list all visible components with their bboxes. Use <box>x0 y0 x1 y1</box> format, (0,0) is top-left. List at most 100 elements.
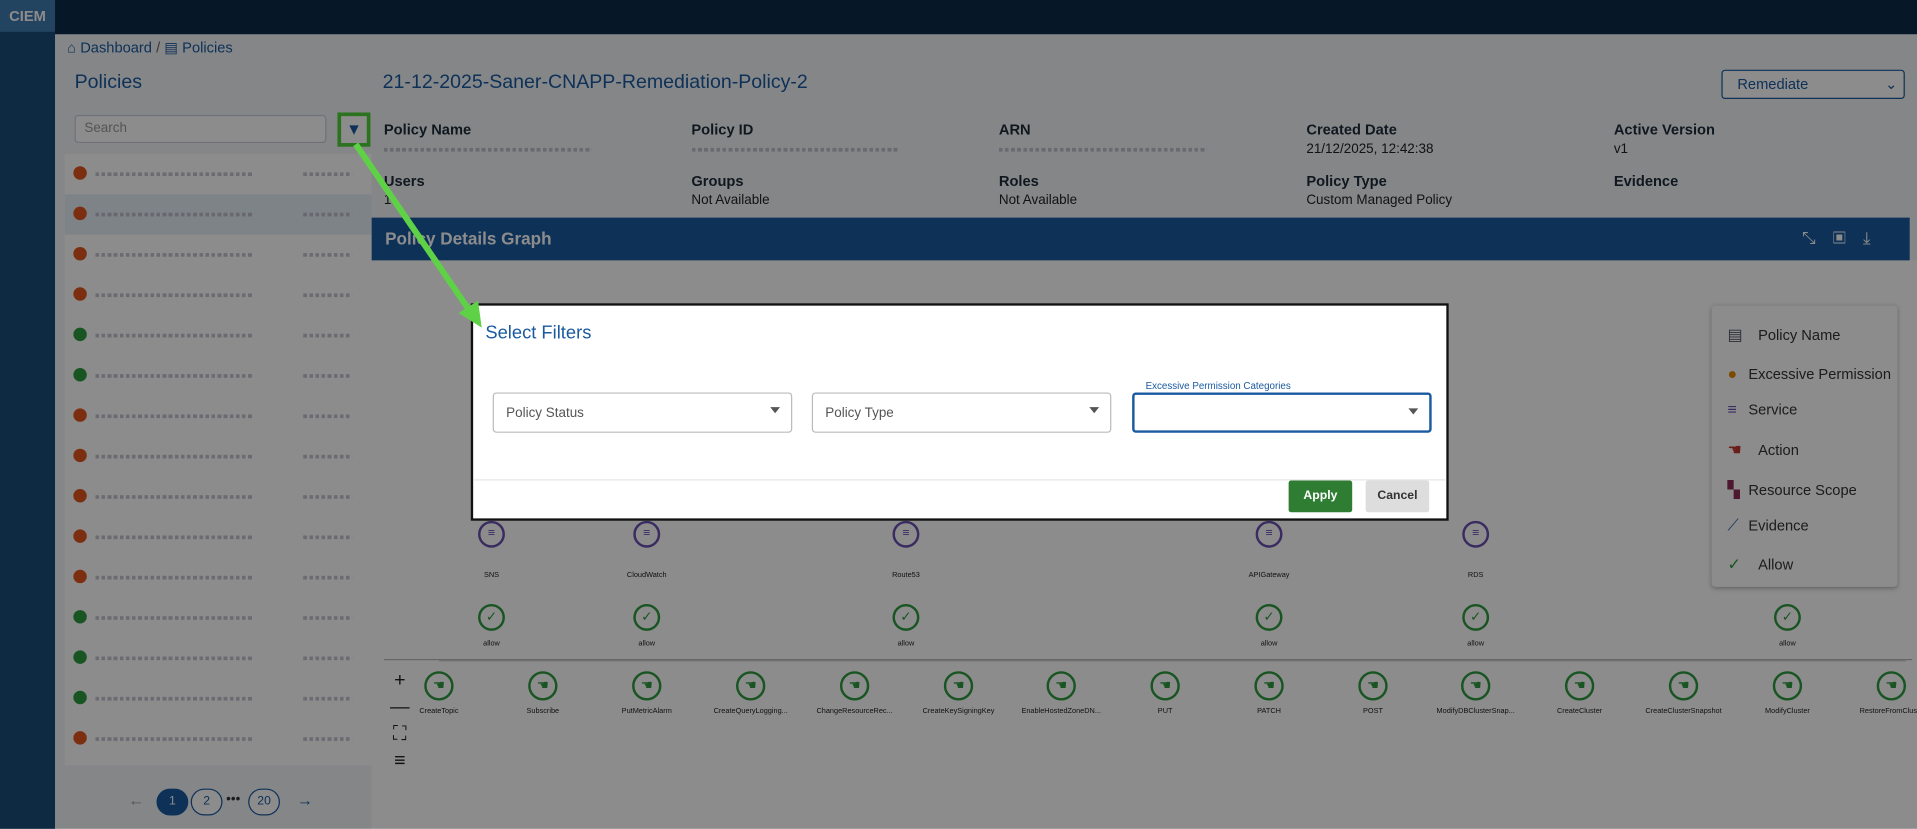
policy-row[interactable] <box>65 517 372 557</box>
pagination: ← 1 2 20 ••• → <box>122 787 330 816</box>
action-node: ☚ <box>839 671 870 701</box>
blurred-text <box>303 696 353 701</box>
policy-row[interactable] <box>65 396 372 436</box>
divider <box>473 479 1447 481</box>
service-label: SNS <box>483 572 500 580</box>
allow-label: allow <box>1779 640 1796 648</box>
action-select[interactable]: Remediate ⌄ <box>1721 69 1905 100</box>
service-label: Route53 <box>892 572 920 580</box>
filter-select[interactable] <box>1132 392 1432 433</box>
crumb[interactable]: Policies <box>182 39 233 57</box>
blurred-text <box>303 414 353 419</box>
apply-button[interactable]: Apply <box>1288 480 1353 513</box>
filter-select[interactable]: Policy Status <box>492 392 793 433</box>
graph-tools[interactable]: ⤡▣⤓ <box>1802 227 1888 247</box>
status-icon <box>73 206 87 221</box>
status-icon <box>73 166 87 180</box>
policy-row[interactable] <box>64 194 372 235</box>
blurred-text <box>95 253 255 257</box>
next[interactable]: → <box>297 791 313 810</box>
legend-label: Excessive Permission <box>1748 365 1891 383</box>
blurred-text <box>303 656 353 661</box>
action-node: ☚ <box>736 671 766 701</box>
legend-icon: ▚ <box>1727 480 1740 499</box>
legend-icon: ⟋ <box>1727 515 1739 535</box>
allow-label: allow <box>1260 640 1278 648</box>
legend-icon: ✓ <box>1727 555 1741 574</box>
crumb[interactable]: Dashboard <box>80 39 152 57</box>
dropdown-caret <box>1408 408 1419 415</box>
service-node: ≡ <box>1255 520 1283 548</box>
blurred-text <box>303 616 353 620</box>
search-input[interactable]: Search <box>74 114 327 144</box>
detail-label: Active Version <box>1613 121 1715 139</box>
allow-node: ✓ <box>1462 603 1490 631</box>
page-button[interactable]: 2 <box>190 788 223 816</box>
policy-row[interactable] <box>65 356 372 396</box>
policy-row[interactable] <box>65 154 372 194</box>
legend-icon: ▤ <box>1727 325 1743 344</box>
allow-label: allow <box>638 640 656 648</box>
allow-label: allow <box>1467 640 1485 648</box>
action-label: ModifyCluster <box>1765 707 1810 716</box>
policy-title: 21-12-2025-Saner-CNAPP-Remediation-Polic… <box>382 72 808 93</box>
cancel-button[interactable]: Cancel <box>1365 480 1430 513</box>
policy-row[interactable] <box>65 598 372 638</box>
action-node: ☚ <box>1772 671 1803 701</box>
policy-row[interactable] <box>65 719 372 759</box>
detail-label: ARN <box>998 121 1031 139</box>
legend-label: Evidence <box>1748 517 1809 535</box>
action-node: ☚ <box>424 671 454 701</box>
status-icon <box>73 368 87 382</box>
policy-row[interactable] <box>65 275 372 315</box>
zoom-controls[interactable]: + — ⛶ ≡ <box>390 669 410 772</box>
action-label: CreateTopic <box>419 707 459 716</box>
page-button[interactable]: 20 <box>248 788 280 816</box>
nav-rail: CIEM <box>0 0 56 829</box>
service-node: ≡ <box>1462 520 1490 548</box>
policy-row[interactable] <box>65 477 372 517</box>
service-node: ≡ <box>478 520 505 548</box>
allow-label: allow <box>897 640 915 648</box>
filter-select[interactable]: Policy Type <box>811 392 1112 433</box>
service-label: RDS <box>1467 572 1484 580</box>
blurred-text <box>303 172 353 177</box>
policy-row[interactable] <box>65 638 372 678</box>
detail-label: Roles <box>998 172 1039 190</box>
policy-row[interactable] <box>65 558 372 598</box>
action-label: Subscribe <box>526 707 560 716</box>
policy-row[interactable] <box>65 235 372 275</box>
filter-button[interactable]: ▼ <box>337 112 371 147</box>
legend-icon: ≡ <box>1727 399 1737 419</box>
legend-label: Service <box>1748 401 1798 419</box>
blurred-text <box>691 147 900 152</box>
policy-row[interactable] <box>65 436 372 476</box>
blurred-text <box>303 374 353 378</box>
blurred-text <box>95 212 255 217</box>
detail-label: Users <box>383 172 425 190</box>
prev[interactable]: ← <box>128 791 145 810</box>
status-icon <box>73 569 87 584</box>
action-label: ChangeResourceRec... <box>816 707 893 716</box>
modal-title: Select Filters <box>485 322 592 344</box>
allow-node: ✓ <box>633 603 661 631</box>
floating-label: Excessive Permission Categories <box>1141 380 1295 392</box>
blurred-text <box>95 535 255 540</box>
legend: ▤ Policy Name ● Excessive Permission ≡ Servic… <box>1711 305 1898 587</box>
details: Policy Name Policy ID ARN Created Date 21/12… <box>372 116 1917 216</box>
detail-value: Not Available <box>691 193 770 208</box>
policy-row[interactable] <box>65 679 372 719</box>
action-node: ☚ <box>1046 671 1076 701</box>
detail-label: Policy ID <box>691 121 754 139</box>
status-icon <box>73 448 87 463</box>
page-button[interactable]: 1 <box>156 788 189 816</box>
action-label: CreateCluster <box>1556 707 1603 716</box>
action-node: ☚ <box>1564 671 1595 701</box>
status-icon <box>73 408 87 422</box>
action-label: CreateQueryLogging... <box>713 707 788 716</box>
policy-row[interactable] <box>65 315 372 355</box>
policy-list <box>64 154 372 766</box>
action-label: CreateKeySigningKey <box>922 707 995 716</box>
select-placeholder: Policy Status <box>506 405 584 421</box>
